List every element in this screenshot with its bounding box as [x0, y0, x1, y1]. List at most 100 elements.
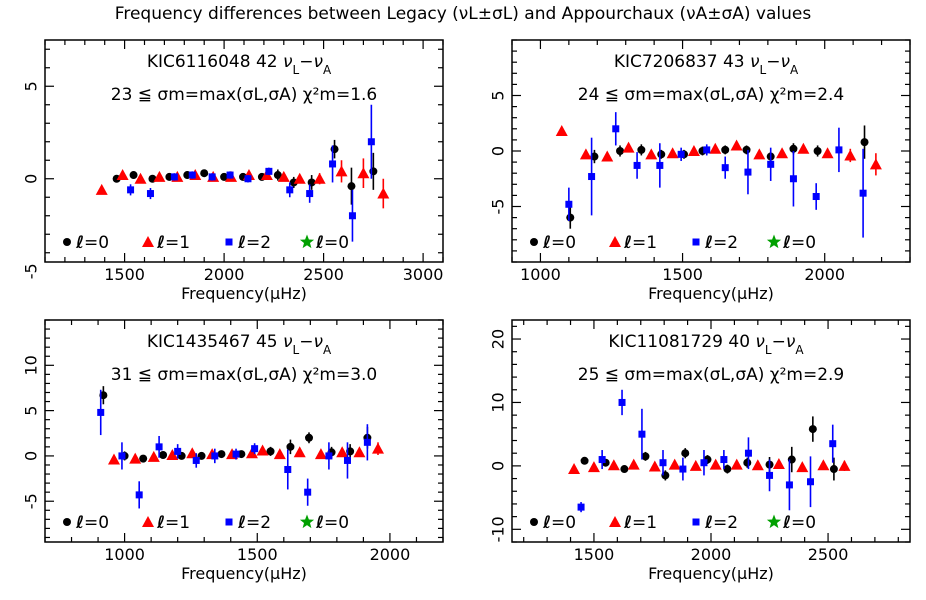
data-point-l1 — [277, 170, 290, 182]
data-marker — [753, 148, 766, 160]
x-tick-label: 1500 — [574, 545, 615, 564]
data-marker — [266, 447, 275, 456]
data-marker — [313, 172, 326, 184]
x-tick-label: 2500 — [808, 545, 849, 564]
data-point-l2 — [835, 127, 843, 173]
data-point-l1 — [371, 442, 384, 456]
data-point-l1 — [645, 148, 658, 160]
data-point-l0 — [742, 145, 751, 155]
legend: ℓ=0 ℓ=1 ℓ=2 ℓ=0 — [63, 513, 349, 533]
diff-label-part: −ν — [772, 332, 796, 352]
legend-ell: ℓ — [623, 233, 632, 253]
y-tick-label: -10 — [489, 516, 508, 542]
data-point-l2 — [598, 450, 606, 470]
data-point-l2 — [618, 389, 626, 416]
data-marker — [273, 171, 282, 180]
data-marker — [265, 167, 273, 175]
data-marker — [679, 465, 687, 473]
data-point-l1 — [256, 444, 269, 456]
data-point-l2 — [789, 151, 797, 207]
data-point-l0 — [217, 450, 226, 459]
data-point-l1 — [648, 460, 661, 472]
data-point-l1 — [817, 459, 830, 471]
x-tick-label: 1500 — [662, 265, 703, 284]
chart-panel-2: 1000 1500 2000 -5 0 5 Frequency(μHz) KIC7206837… — [489, 39, 911, 303]
data-marker — [293, 172, 306, 184]
data-marker — [369, 167, 378, 176]
legend-marker — [299, 514, 315, 529]
data-marker — [153, 170, 166, 182]
data-marker — [129, 452, 142, 464]
data-point-l2 — [284, 449, 292, 490]
data-marker — [200, 169, 209, 178]
data-marker — [95, 183, 108, 195]
data-marker — [155, 443, 163, 451]
legend-value: =0 — [791, 513, 816, 533]
data-marker — [188, 171, 196, 179]
data-point-l0 — [723, 464, 732, 474]
data-point-l1 — [116, 169, 129, 181]
data-point-l1 — [687, 145, 700, 156]
legend-label: ℓ=2 — [237, 233, 271, 253]
diff-label-part: −ν — [299, 332, 323, 352]
data-point-l1 — [313, 172, 326, 185]
data-marker — [174, 447, 182, 455]
data-point-l2 — [343, 442, 351, 479]
legend-label: ℓ=1 — [156, 233, 190, 253]
panel-1-header: KIC6116048 42 νL−νA — [147, 52, 332, 77]
y-tick-label: 10 — [489, 392, 508, 412]
y-tick-label: 10 — [22, 355, 41, 375]
data-marker — [367, 138, 375, 146]
data-point-l2 — [325, 442, 333, 470]
data-marker — [796, 461, 809, 473]
data-point-l1 — [796, 461, 809, 473]
star-id: KIC11081729 — [608, 332, 728, 352]
legend: ℓ=0 ℓ=1 ℓ=2 ℓ=0 — [530, 233, 816, 253]
data-point-l1 — [377, 178, 390, 209]
data-point-l2 — [244, 175, 252, 183]
data-point-l1 — [587, 461, 600, 473]
legend-ell: ℓ — [782, 233, 791, 253]
data-point-l2 — [677, 147, 685, 161]
y-tick-label: 0 — [22, 451, 41, 461]
data-point-l1 — [753, 148, 766, 160]
data-marker — [689, 459, 702, 471]
data-marker — [829, 440, 837, 448]
data-point-l0 — [566, 206, 575, 229]
mode-count: 40 — [728, 332, 755, 352]
data-point-l2 — [829, 424, 837, 463]
x-tick-label: 2000 — [370, 545, 411, 564]
data-point-l1 — [95, 183, 108, 195]
data-point-l2 — [304, 478, 312, 506]
data-point-l2 — [633, 152, 641, 179]
data-marker — [808, 425, 817, 434]
data-point-l1 — [166, 449, 179, 461]
panel-3-header: KIC1435467 45 νL−νA — [147, 332, 332, 357]
data-marker — [217, 450, 226, 459]
data-point-l0 — [829, 457, 838, 481]
data-point-l0 — [860, 125, 869, 159]
data-marker — [135, 491, 143, 499]
data-point-l1 — [689, 459, 702, 471]
data-point-l2 — [812, 183, 820, 210]
data-point-l0 — [637, 144, 646, 156]
data-point-l1 — [709, 142, 722, 154]
data-marker — [146, 190, 154, 198]
data-point-l2 — [565, 187, 573, 221]
data-point-l1 — [797, 142, 810, 154]
x-tick-label: 1000 — [104, 545, 145, 564]
star-id: KIC6116048 — [147, 52, 256, 72]
data-point-l2 — [251, 443, 259, 455]
data-marker — [293, 446, 306, 458]
data-marker — [638, 430, 646, 438]
data-point-l0 — [620, 465, 629, 474]
plot-frame — [44, 319, 444, 543]
data-marker — [838, 459, 851, 471]
legend-value: =0 — [791, 233, 816, 253]
x-tick-label: 1500 — [104, 265, 145, 284]
legend-ell: ℓ — [542, 513, 551, 533]
mode-count: 43 — [723, 52, 750, 72]
data-point-l2 — [265, 167, 273, 176]
